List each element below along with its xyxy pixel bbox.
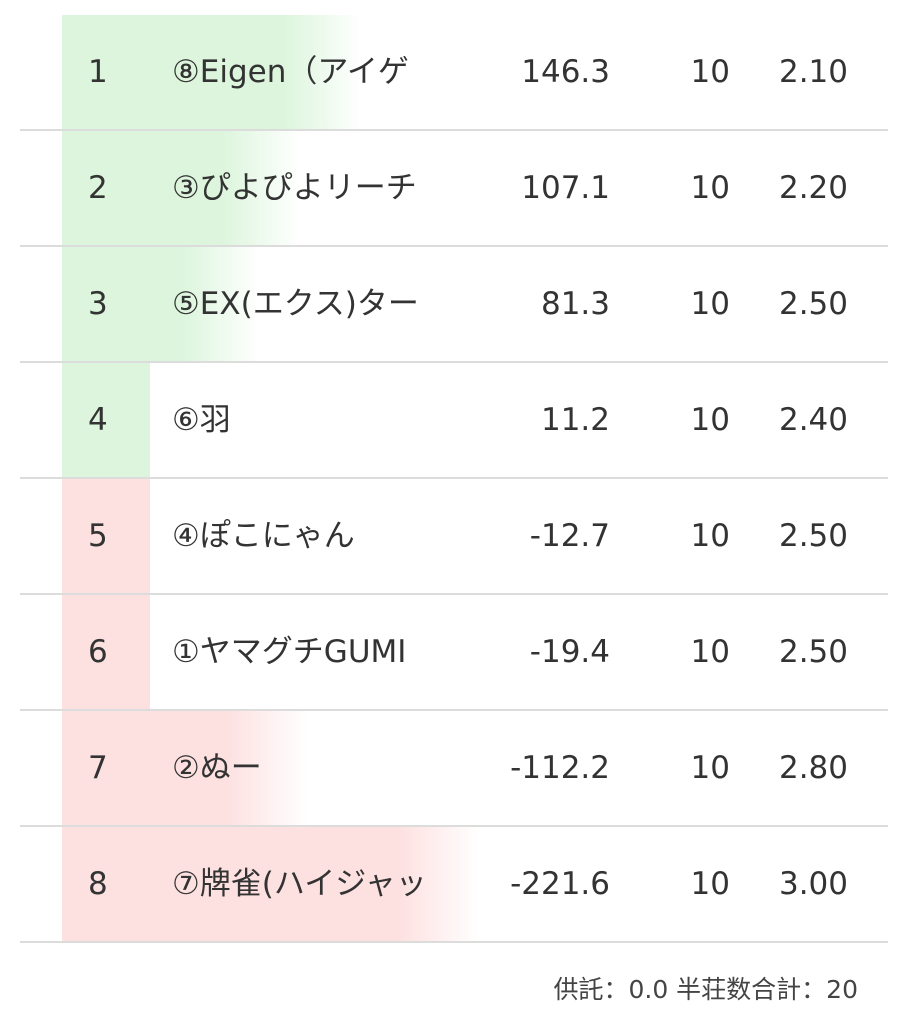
- score-bar: [62, 131, 301, 245]
- score-cell: 81.3: [540, 286, 610, 322]
- table-row[interactable]: 2 ③ぴよぴよリーチ 107.1 10 2.20: [20, 131, 888, 247]
- score-cell: -112.2: [510, 750, 610, 786]
- ranking-table: 1 ⑧Eigen（アイゲ 146.3 10 2.10 2 ③ぴよぴよリーチ 107.1 10 2.…: [20, 15, 888, 943]
- average-rank: 2.50: [778, 634, 848, 670]
- rank-cell: 1: [88, 54, 108, 90]
- games-count: 10: [690, 402, 730, 438]
- table-row[interactable]: 6 ①ヤマグチGUMI -19.4 10 2.50: [20, 595, 888, 711]
- rank-cell: 8: [88, 866, 108, 902]
- games-count: 10: [690, 170, 730, 206]
- score-cell: -221.6: [510, 866, 610, 902]
- player-name: ⑤EX(エクス)ター: [172, 286, 419, 322]
- table-row[interactable]: 3 ⑤EX(エクス)ター 81.3 10 2.50: [20, 247, 888, 363]
- games-count: 10: [690, 634, 730, 670]
- score-cell: 107.1: [521, 170, 610, 206]
- player-name: ⑧Eigen（アイゲ: [172, 54, 409, 90]
- average-rank: 2.20: [778, 170, 848, 206]
- player-name: ②ぬー: [172, 750, 262, 786]
- score-bar: [62, 15, 362, 129]
- player-name: ③ぴよぴよリーチ: [172, 170, 417, 206]
- table-row[interactable]: 1 ⑧Eigen（アイゲ 146.3 10 2.10: [20, 15, 888, 131]
- rank-cell: 3: [88, 286, 108, 322]
- table-row[interactable]: 4 ⑥羽 11.2 10 2.40: [20, 363, 888, 479]
- average-rank: 2.40: [778, 402, 848, 438]
- table-row[interactable]: 5 ④ぽこにゃん -12.7 10 2.50: [20, 479, 888, 595]
- score-cell: -19.4: [529, 634, 610, 670]
- rank-cell: 2: [88, 170, 108, 206]
- average-rank: 2.80: [778, 750, 848, 786]
- score-cell: -12.7: [529, 518, 610, 554]
- games-count: 10: [690, 518, 730, 554]
- rank-cell: 5: [88, 518, 108, 554]
- player-name: ⑥羽: [172, 402, 231, 438]
- rank-cell: 6: [88, 634, 108, 670]
- score-bar: [62, 827, 480, 941]
- table-row[interactable]: 8 ⑦牌雀(ハイジャッ -221.6 10 3.00: [20, 827, 888, 943]
- games-count: 10: [690, 286, 730, 322]
- player-name: ⑦牌雀(ハイジャッ: [172, 866, 427, 902]
- rank-cell: 7: [88, 750, 108, 786]
- score-bar: [62, 479, 150, 593]
- score-bar: [62, 595, 150, 709]
- player-name: ④ぽこにゃん: [172, 518, 355, 554]
- score-bar: [62, 247, 260, 361]
- score-bar: [62, 711, 309, 825]
- average-rank: 2.50: [778, 286, 848, 322]
- games-count: 10: [690, 54, 730, 90]
- average-rank: 2.10: [778, 54, 848, 90]
- footer-summary: 供託：0.0 半荘数合計：20: [553, 975, 858, 1004]
- score-cell: 11.2: [540, 402, 610, 438]
- table-row[interactable]: 7 ②ぬー -112.2 10 2.80: [20, 711, 888, 827]
- player-name: ①ヤマグチGUMI: [172, 634, 407, 670]
- average-rank: 2.50: [778, 518, 848, 554]
- average-rank: 3.00: [778, 866, 848, 902]
- rank-cell: 4: [88, 402, 108, 438]
- score-bar: [62, 363, 150, 477]
- games-count: 10: [690, 750, 730, 786]
- score-cell: 146.3: [521, 54, 610, 90]
- games-count: 10: [690, 866, 730, 902]
